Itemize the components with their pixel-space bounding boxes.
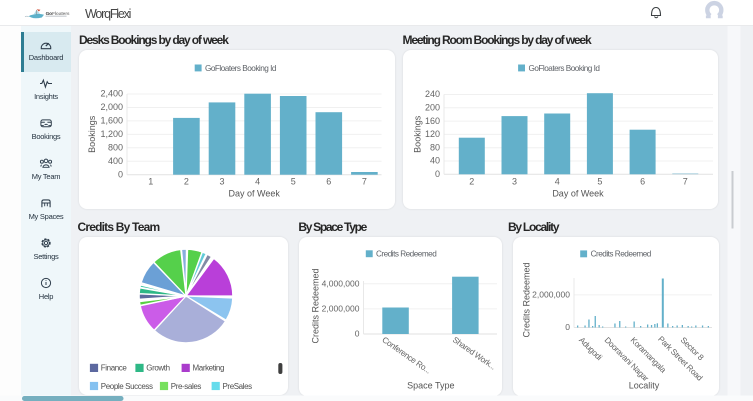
svg-text:1,600: 1,600	[100, 116, 123, 126]
svg-text:4: 4	[555, 177, 560, 187]
svg-text:800: 800	[108, 143, 123, 153]
svg-text:2,000,000: 2,000,000	[322, 304, 360, 314]
svg-text:Shared Work...: Shared Work...	[451, 334, 498, 371]
svg-text:3: 3	[219, 177, 224, 187]
svg-text:80: 80	[430, 142, 440, 152]
svg-text:5: 5	[597, 177, 602, 187]
svg-text:160: 160	[425, 116, 440, 126]
svg-text:GoFloaters Booking Id: GoFloaters Booking Id	[205, 64, 277, 73]
svg-text:0: 0	[118, 169, 123, 179]
svg-text:0: 0	[435, 169, 440, 179]
svg-text:GoFloaters: GoFloaters	[46, 11, 70, 17]
svg-text:Bookings: Bookings	[87, 115, 97, 153]
svg-text:2: 2	[469, 177, 474, 187]
svg-text:Credits Redeemed: Credits Redeemed	[522, 262, 532, 337]
svg-text:PreSales: PreSales	[223, 382, 253, 391]
svg-text:2,000: 2,000	[100, 102, 123, 112]
svg-text:Day of Week: Day of Week	[552, 188, 604, 198]
svg-text:5: 5	[291, 177, 296, 187]
svg-text:Pre-sales: Pre-sales	[171, 382, 202, 391]
svg-text:4: 4	[255, 177, 260, 187]
svg-text:1: 1	[148, 177, 153, 187]
svg-text:7: 7	[683, 177, 688, 187]
svg-text:40: 40	[430, 156, 440, 166]
svg-text:People Success: People Success	[101, 382, 153, 391]
svg-text:400: 400	[108, 156, 123, 166]
svg-text:Marketing: Marketing	[193, 364, 225, 373]
svg-text:2: 2	[184, 177, 189, 187]
svg-text:Locality: Locality	[629, 380, 660, 390]
svg-text:GoFloaters Booking Id: GoFloaters Booking Id	[529, 64, 601, 73]
svg-text:Finance: Finance	[101, 364, 128, 373]
svg-text:Bookings: Bookings	[413, 115, 423, 153]
svg-text:2,400: 2,400	[100, 89, 123, 99]
svg-text:200: 200	[425, 103, 440, 113]
svg-text:Space Type: Space Type	[407, 380, 454, 390]
svg-text:Credits Redeemed: Credits Redeemed	[376, 250, 437, 259]
svg-text:6: 6	[640, 177, 645, 187]
svg-text:4,000,000: 4,000,000	[322, 279, 360, 289]
svg-text:Day of Week: Day of Week	[229, 188, 281, 198]
svg-text:120: 120	[425, 129, 440, 139]
svg-text:Credits Redeemed: Credits Redeemed	[311, 268, 321, 343]
svg-text:3: 3	[512, 177, 517, 187]
svg-text:0: 0	[355, 329, 360, 339]
svg-text:7: 7	[362, 177, 367, 187]
svg-text:Credits Redeemed: Credits Redeemed	[591, 250, 652, 259]
svg-text:1,200: 1,200	[100, 129, 123, 139]
svg-text:6: 6	[326, 177, 331, 187]
svg-text:Adugodi: Adugodi	[577, 335, 604, 362]
svg-text:Growth: Growth	[146, 364, 169, 373]
svg-text:240: 240	[425, 89, 440, 99]
svg-text:2,000,000: 2,000,000	[532, 290, 570, 300]
svg-text:0: 0	[565, 322, 570, 332]
svg-text:Conference Ro...: Conference Ro...	[380, 334, 433, 375]
